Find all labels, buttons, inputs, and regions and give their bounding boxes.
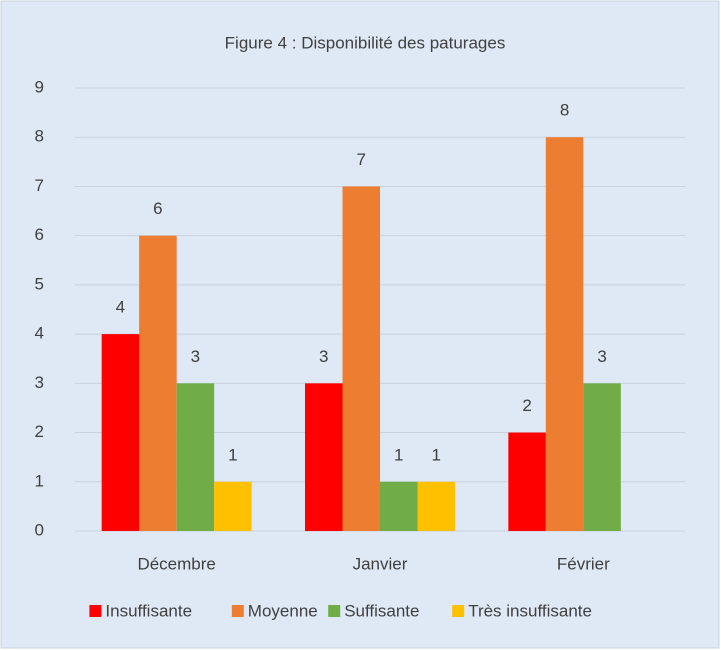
y-tick-label: 3 bbox=[35, 373, 44, 392]
legend-swatch bbox=[89, 605, 102, 617]
y-tick-label: 8 bbox=[35, 127, 44, 146]
bar bbox=[214, 481, 252, 531]
legend-label: Moyenne bbox=[248, 601, 318, 620]
bar bbox=[305, 383, 343, 531]
y-tick-label: 5 bbox=[35, 274, 44, 293]
chart-title: Figure 4 : Disponibilité des paturages bbox=[225, 33, 506, 52]
x-tick-label: Février bbox=[557, 554, 610, 573]
legend-label: Très insuffisante bbox=[468, 601, 592, 620]
bar bbox=[508, 432, 546, 531]
y-tick-label: 7 bbox=[35, 176, 44, 195]
data-label: 3 bbox=[597, 347, 606, 366]
data-label: 2 bbox=[522, 396, 531, 415]
data-label: 7 bbox=[357, 150, 366, 169]
data-label: 3 bbox=[191, 347, 200, 366]
y-tick-label: 2 bbox=[35, 422, 44, 441]
y-tick-label: 4 bbox=[35, 324, 44, 343]
x-tick-label: Janvier bbox=[353, 554, 408, 573]
bar bbox=[101, 334, 140, 531]
data-label: 6 bbox=[153, 199, 162, 218]
legend-swatch bbox=[452, 605, 465, 617]
legend-label: Insuffisante bbox=[105, 601, 192, 620]
y-tick-label: 0 bbox=[35, 520, 44, 539]
bar bbox=[583, 383, 621, 531]
bar bbox=[545, 137, 584, 531]
legend-swatch bbox=[231, 605, 244, 617]
data-label: 8 bbox=[560, 101, 569, 120]
bar bbox=[342, 186, 380, 531]
data-label: 1 bbox=[432, 445, 441, 464]
data-label: 1 bbox=[228, 445, 237, 464]
x-tick-label: Décembre bbox=[137, 554, 215, 573]
y-tick-label: 9 bbox=[35, 77, 44, 96]
legend-label: Suffisante bbox=[344, 601, 419, 620]
bar bbox=[176, 383, 215, 531]
data-label: 3 bbox=[319, 347, 328, 366]
bar bbox=[380, 481, 418, 531]
data-label: 4 bbox=[116, 298, 125, 317]
data-label: 1 bbox=[394, 445, 403, 464]
bar bbox=[417, 481, 455, 531]
y-tick-label: 1 bbox=[35, 471, 44, 490]
legend-swatch bbox=[328, 605, 341, 617]
bar bbox=[139, 235, 177, 531]
y-tick-label: 6 bbox=[35, 225, 44, 244]
